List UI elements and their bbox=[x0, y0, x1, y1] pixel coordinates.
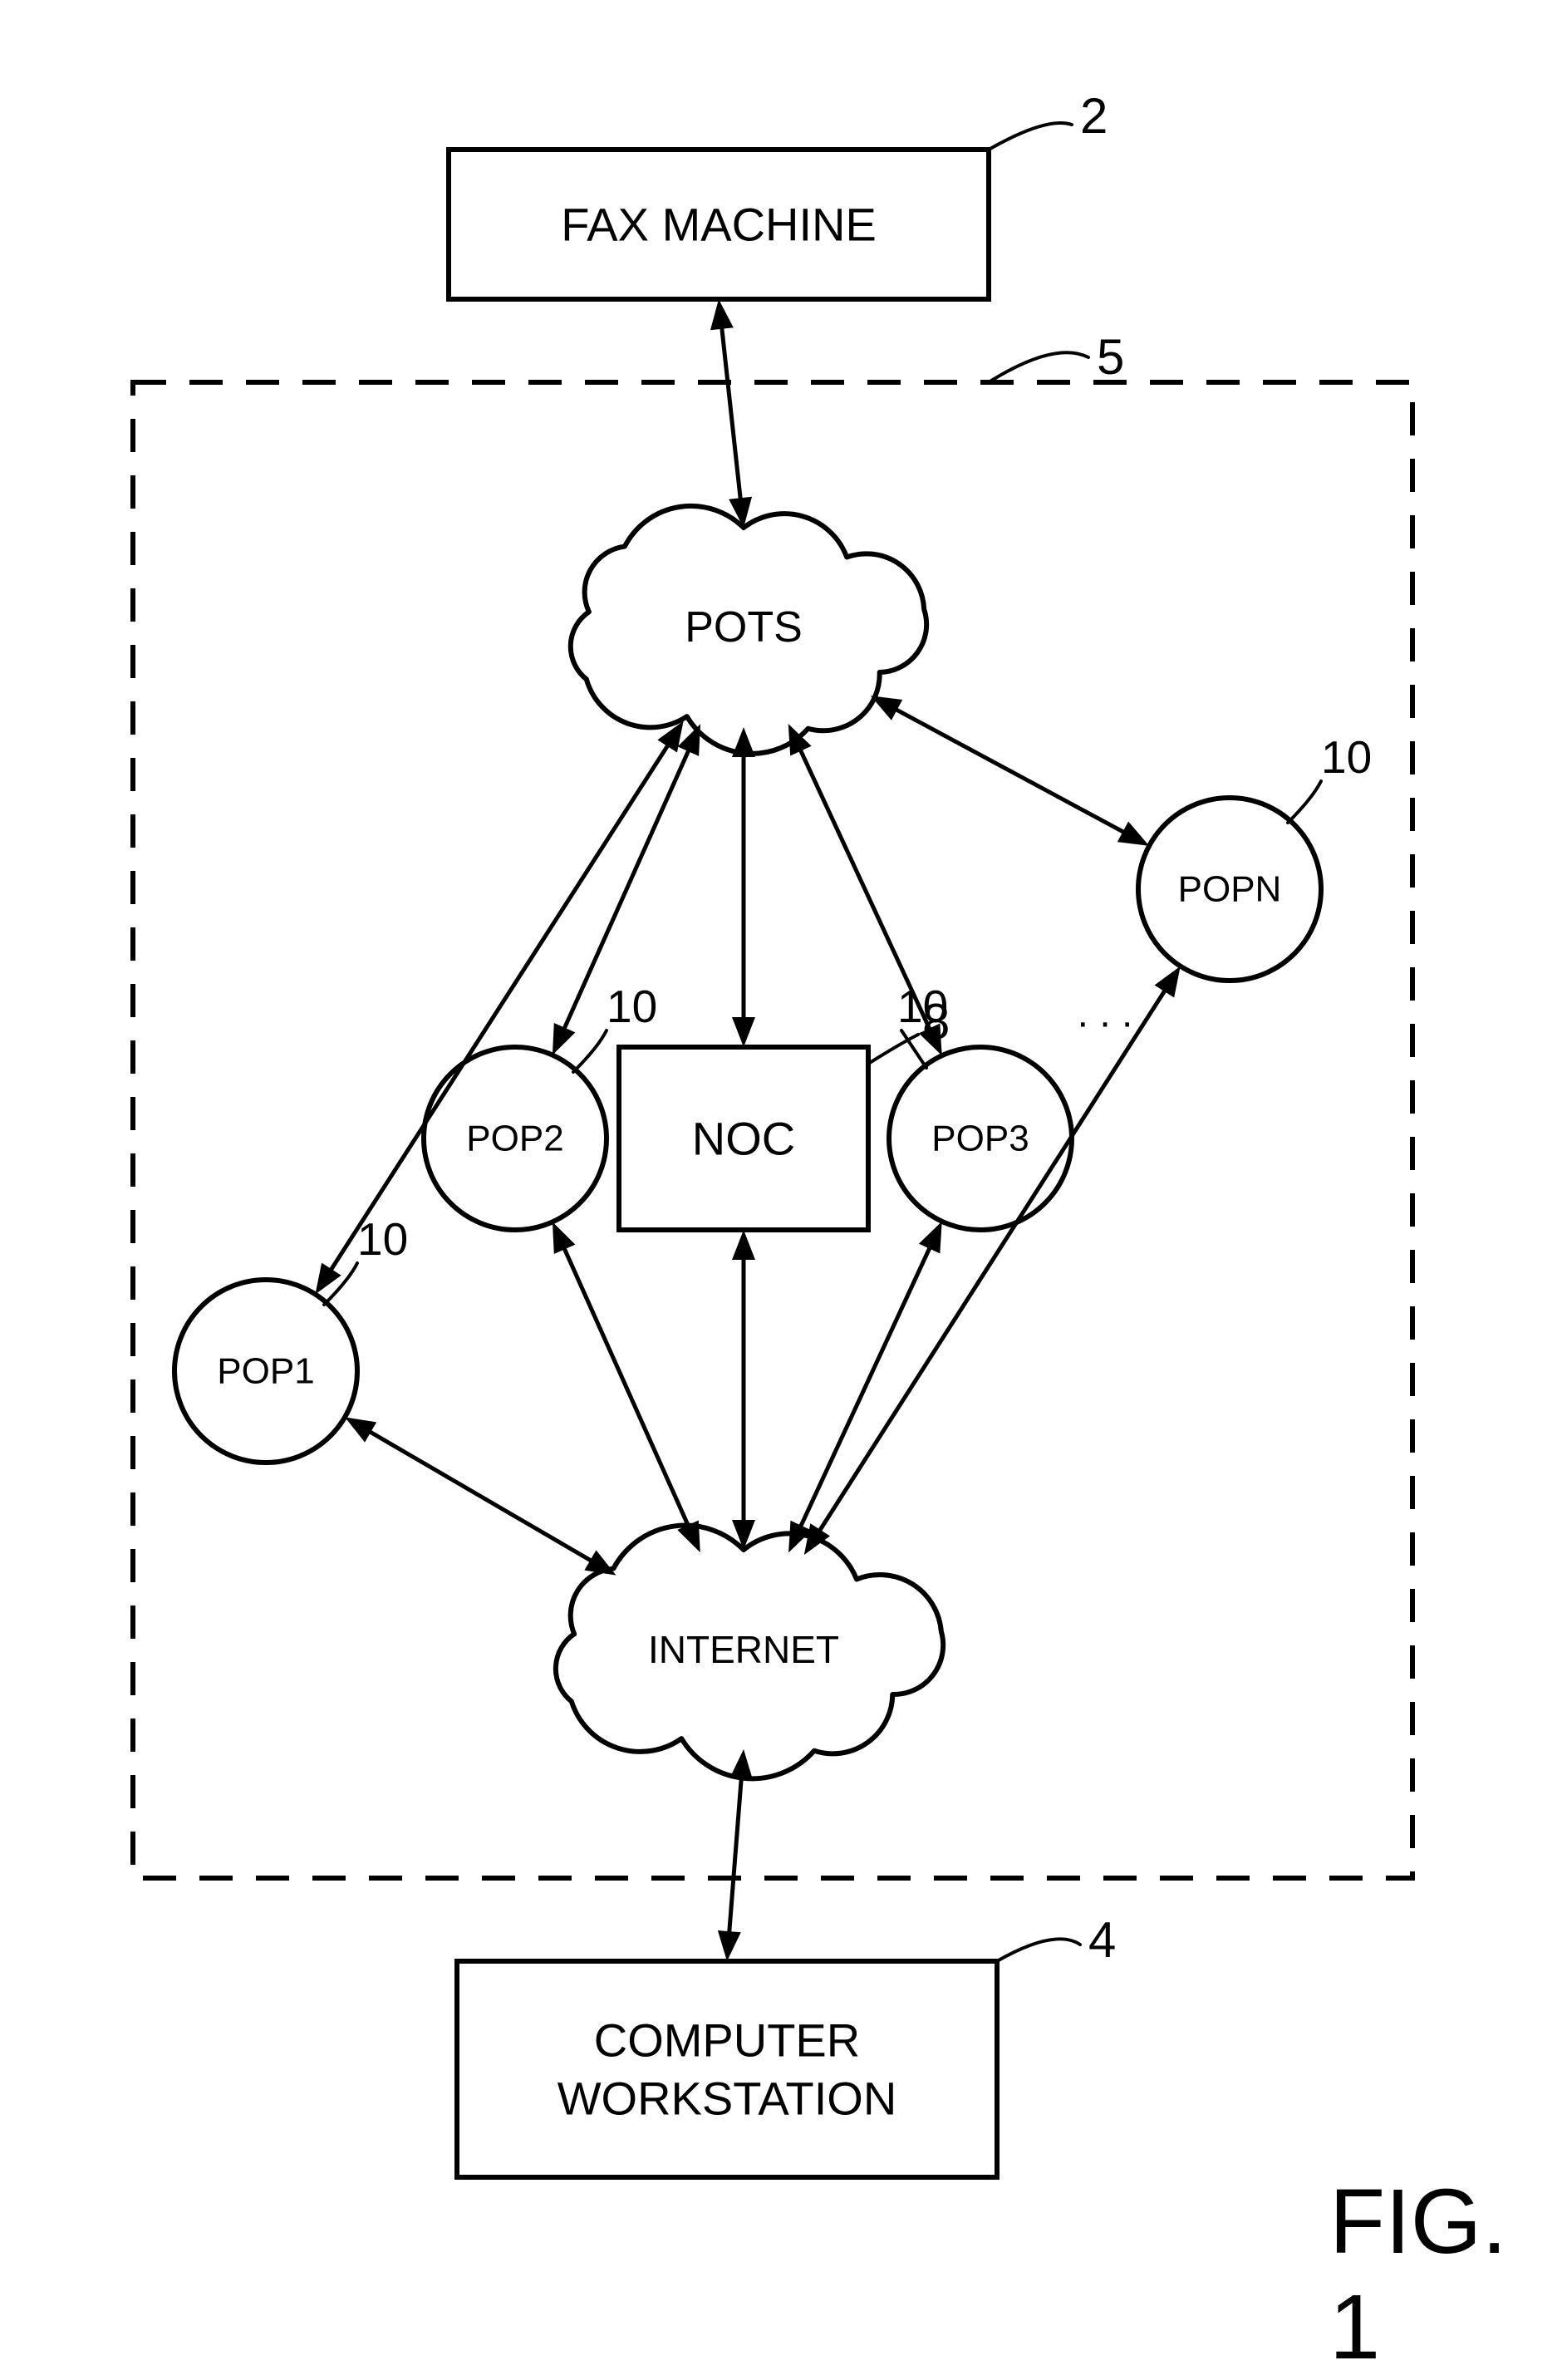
ellipsis-label: . . . bbox=[1078, 992, 1133, 1036]
arrowhead-icon bbox=[732, 1230, 755, 1260]
ref-leader bbox=[997, 1939, 1080, 1961]
ref-number: 10 bbox=[607, 981, 657, 1032]
edge bbox=[558, 1236, 694, 1539]
pots-label: POTS bbox=[685, 603, 803, 652]
pop2-label: POP2 bbox=[466, 1119, 563, 1159]
arrowhead-icon bbox=[710, 299, 734, 330]
fax-label: FAX MACHINE bbox=[561, 199, 877, 251]
arrowhead-icon bbox=[919, 1222, 942, 1254]
arrowhead-icon bbox=[732, 1017, 755, 1047]
arrowhead-icon bbox=[1155, 966, 1181, 998]
edge bbox=[720, 314, 742, 513]
arrowhead-icon bbox=[584, 1550, 616, 1575]
ref-leader bbox=[868, 1035, 918, 1064]
ref-leader bbox=[573, 1030, 607, 1072]
arrowhead-icon bbox=[871, 696, 902, 720]
ref-leader bbox=[1288, 781, 1321, 823]
pop1-label: POP1 bbox=[217, 1351, 314, 1392]
ref-leader bbox=[989, 123, 1072, 150]
edge bbox=[884, 703, 1137, 838]
edge bbox=[795, 1235, 936, 1539]
arrowhead-icon bbox=[1117, 821, 1149, 845]
ref-number: 10 bbox=[357, 1213, 408, 1265]
noc-label: NOC bbox=[692, 1113, 795, 1165]
arrowhead-icon bbox=[553, 1023, 575, 1055]
arrowhead-icon bbox=[345, 1417, 376, 1442]
pop3-label: POP3 bbox=[931, 1119, 1029, 1159]
figure-label: FIG. 1 bbox=[1329, 2169, 1557, 2380]
work-label-line: COMPUTER bbox=[594, 2014, 860, 2067]
edge bbox=[358, 1424, 603, 1567]
diagram-canvas: FAX MACHINE NOC COMPUTER WORKSTATION POTS INT… bbox=[0, 0, 1557, 2321]
ref-number: 10 bbox=[1321, 731, 1372, 783]
ref-number: 4 bbox=[1088, 1912, 1116, 1968]
ref-number: 5 bbox=[1097, 329, 1124, 385]
arrowhead-icon bbox=[553, 1222, 575, 1254]
internet-label: INTERNET bbox=[648, 1628, 839, 1671]
edge bbox=[728, 1764, 742, 1946]
ref-leader bbox=[989, 352, 1088, 382]
popn-label: POPN bbox=[1178, 869, 1282, 910]
ref-number: 10 bbox=[897, 981, 948, 1032]
ref-number: 2 bbox=[1080, 88, 1108, 144]
arrowhead-icon bbox=[718, 1930, 741, 1961]
work-label-line: WORKSTATION bbox=[557, 2073, 897, 2125]
work-box bbox=[457, 1961, 997, 2177]
